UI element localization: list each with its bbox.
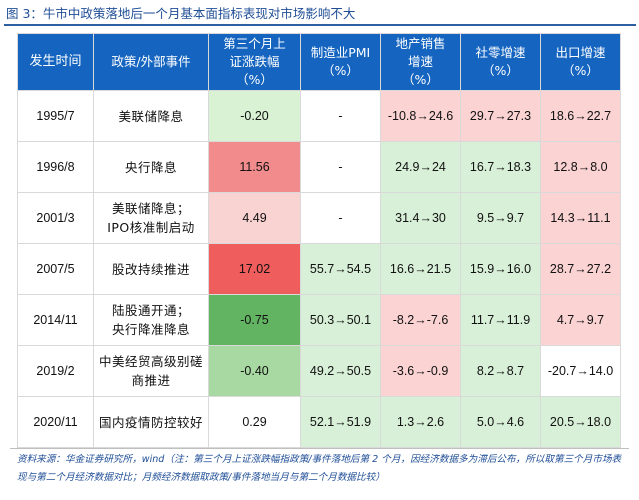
export-cell: 18.6→22.7 [540, 90, 621, 142]
table-row: 1995/7 美联储降息 -0.20- -10.8→24.6 29.7→27.3 18.6… [17, 90, 621, 142]
table-body: 1995/7 美联储降息 -0.20- -10.8→24.6 29.7→27.3 18.6… [17, 90, 621, 448]
source-footnote: 资料来源：华金证券研究所，wind（注：第三个月上证涨跌幅指政策/事件落地后第 … [17, 454, 622, 483]
export-cell: 14.3→11.1 [540, 192, 621, 244]
export-cell: -20.7→14.0 [540, 345, 621, 397]
date-cell: 1995/7 [17, 90, 94, 142]
header-export: 出口增速 （%） [540, 33, 621, 91]
pmi-cell: 49.2→50.5 [300, 345, 381, 397]
table-row: 2001/3 美联储降息； IPO核准制启动 4.49-31.4→30 9.5→9.7 1… [17, 192, 621, 244]
estate-sales-cell: -3.6→-0.9 [380, 345, 461, 397]
estate-sales-cell: -8.2→-7.6 [380, 294, 461, 346]
header-sh-change: 第三个月上 证涨跌幅 （%） [208, 33, 301, 91]
header-date: 发生时间 [17, 33, 94, 91]
export-cell: 28.7→27.2 [540, 243, 621, 295]
header-event: 政策/外部事件 [93, 33, 209, 91]
sh-change-cell: 4.49 [208, 192, 301, 244]
retail-cell: 16.7→18.3 [460, 141, 541, 193]
date-cell: 2019/2 [17, 345, 94, 397]
header-row: 发生时间 政策/外部事件 第三个月上 证涨跌幅 （%） 制造业PMI （%） 地产销售 增速 （%… [17, 33, 621, 91]
retail-cell: 9.5→9.7 [460, 192, 541, 244]
estate-sales-cell: -10.8→24.6 [380, 90, 461, 142]
date-cell: 2001/3 [17, 192, 94, 244]
sh-change-cell: -0.20 [208, 90, 301, 142]
retail-cell: 8.2→8.7 [460, 345, 541, 397]
sh-change-cell: 17.02 [208, 243, 301, 295]
pmi-cell: - [300, 192, 381, 244]
event-cell: 陆股通开通； 央行降准降息 [93, 294, 209, 346]
export-cell: 4.7→9.7 [540, 294, 621, 346]
header-estate-sales: 地产销售 增速 （%） [380, 33, 461, 91]
date-cell: 2020/11 [17, 396, 94, 448]
pmi-cell: 52.1→51.9 [300, 396, 381, 448]
sh-change-cell: -0.40 [208, 345, 301, 397]
export-cell: 20.5→18.0 [540, 396, 621, 448]
event-cell: 股改持续推进 [93, 243, 209, 295]
event-cell: 美联储降息 [93, 90, 209, 142]
retail-cell: 5.0→4.6 [460, 396, 541, 448]
retail-cell: 11.7→11.9 [460, 294, 541, 346]
table-row: 2007/5 股改持续推进 17.02 55.7→54.5 16.6→21.5 15.9→… [17, 243, 621, 295]
table-row: 2014/11 陆股通开通； 央行降准降息 -0.75 50.3→50.1 -8.2→-7… [17, 294, 621, 346]
table-row: 2020/11 国内疫情防控较好 0.29 52.1→51.9 1.3→2.6 5.0→4… [17, 396, 621, 448]
table-row: 2019/2 中美经贸高级别磋 商推进 -0.40 49.2→50.5 -3.6→-0.9… [17, 345, 621, 397]
date-cell: 1996/8 [17, 141, 94, 193]
sh-change-cell: -0.75 [208, 294, 301, 346]
event-cell: 中美经贸高级别磋 商推进 [93, 345, 209, 397]
sh-change-cell: 0.29 [208, 396, 301, 448]
estate-sales-cell: 16.6→21.5 [380, 243, 461, 295]
estate-sales-cell: 31.4→30 [380, 192, 461, 244]
sh-change-cell: 11.56 [208, 141, 301, 193]
estate-sales-cell: 24.9→24 [380, 141, 461, 193]
event-cell: 国内疫情防控较好 [93, 396, 209, 448]
figure-title: 图 3：牛市中政策落地后一个月基本面指标表现对市场影响不大 [4, 4, 636, 26]
estate-sales-cell: 1.3→2.6 [380, 396, 461, 448]
divider [10, 448, 629, 449]
pmi-cell: - [300, 141, 381, 193]
pmi-cell: - [300, 90, 381, 142]
retail-cell: 29.7→27.3 [460, 90, 541, 142]
policy-table: 发生时间 政策/外部事件 第三个月上 证涨跌幅 （%） 制造业PMI （%） 地产销售 增速 （%… [17, 33, 621, 448]
header-pmi: 制造业PMI （%） [300, 33, 381, 91]
pmi-cell: 55.7→54.5 [300, 243, 381, 295]
pmi-cell: 50.3→50.1 [300, 294, 381, 346]
header-retail: 社零增速 （%） [460, 33, 541, 91]
event-cell: 央行降息 [93, 141, 209, 193]
event-cell: 美联储降息； IPO核准制启动 [93, 192, 209, 244]
date-cell: 2007/5 [17, 243, 94, 295]
table-row: 1996/8 央行降息 11.56-24.9→24 16.7→18.3 12.8→8.0 [17, 141, 621, 193]
export-cell: 12.8→8.0 [540, 141, 621, 193]
retail-cell: 15.9→16.0 [460, 243, 541, 295]
date-cell: 2014/11 [17, 294, 94, 346]
